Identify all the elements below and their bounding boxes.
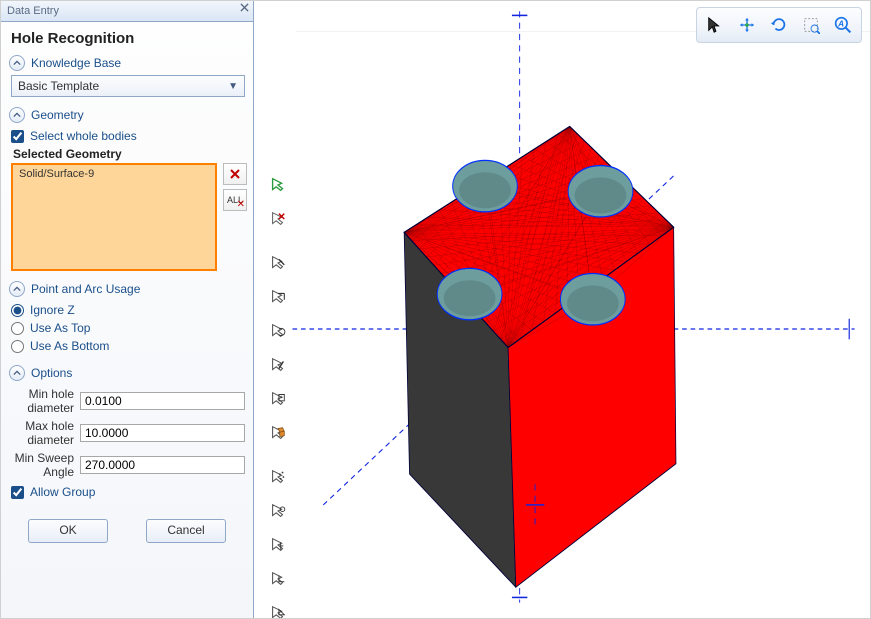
use-as-top-radio[interactable] <box>11 322 24 335</box>
max-hole-input[interactable] <box>80 424 245 442</box>
template-dropdown[interactable]: Basic Template ▼ <box>11 75 245 97</box>
use-as-bottom-radio[interactable] <box>11 340 24 353</box>
section-label: Point and Arc Usage <box>31 282 140 296</box>
section-knowledge-base: Knowledge Base Basic Template ▼ <box>9 53 245 101</box>
ignore-z-radio[interactable] <box>11 304 24 317</box>
ignore-z-label: Ignore Z <box>30 303 75 317</box>
min-sweep-input[interactable] <box>80 456 245 474</box>
min-hole-input[interactable] <box>80 392 245 410</box>
min-sweep-label: Min Sweep Angle <box>11 451 74 479</box>
max-hole-label: Max hole diameter <box>11 419 74 447</box>
geometry-item[interactable]: Solid/Surface-9 <box>17 167 211 181</box>
chevron-up-icon <box>9 365 25 381</box>
ok-button[interactable]: OK <box>28 519 108 543</box>
select-whole-bodies-checkbox[interactable] <box>11 130 24 143</box>
chevron-up-icon <box>9 55 25 71</box>
min-hole-label: Min hole diameter <box>11 387 74 415</box>
panel-header-title: Data Entry <box>7 5 59 17</box>
section-header-kb[interactable]: Knowledge Base <box>9 53 245 73</box>
use-as-bottom-label: Use As Bottom <box>30 339 109 353</box>
section-label: Options <box>31 366 72 380</box>
chevron-up-icon <box>9 107 25 123</box>
template-value: Basic Template <box>18 79 99 93</box>
section-label: Geometry <box>31 108 84 122</box>
selected-geometry-label: Selected Geometry <box>11 145 245 163</box>
section-label: Knowledge Base <box>31 56 121 70</box>
page-title: Hole Recognition <box>9 26 245 53</box>
close-icon[interactable] <box>240 3 249 15</box>
allow-group-label: Allow Group <box>30 485 95 499</box>
scene-3d <box>254 1 870 618</box>
section-geometry: Geometry Select whole bodies Selected Ge… <box>9 105 245 275</box>
panel-body: Hole Recognition Knowledge Base Basic Te… <box>1 22 253 618</box>
select-whole-bodies-label: Select whole bodies <box>30 129 137 143</box>
allow-group-checkbox[interactable] <box>11 486 24 499</box>
section-options: Options Min hole diameter Max hole diame… <box>9 363 245 505</box>
section-header-options[interactable]: Options <box>9 363 245 383</box>
chevron-down-icon: ▼ <box>228 81 238 92</box>
section-point-arc: Point and Arc Usage Ignore Z Use As Top … <box>9 279 245 359</box>
data-entry-panel: Data Entry Hole Recognition Knowledge Ba… <box>1 1 254 618</box>
use-as-top-label: Use As Top <box>30 321 90 335</box>
chevron-up-icon <box>9 281 25 297</box>
section-header-point-arc[interactable]: Point and Arc Usage <box>9 279 245 299</box>
selected-geometry-list[interactable]: Solid/Surface-9 <box>11 163 217 271</box>
delete-selection-button[interactable] <box>223 163 247 185</box>
clear-all-button[interactable]: ALL✕ <box>223 189 247 211</box>
cancel-button[interactable]: Cancel <box>146 519 226 543</box>
section-header-geometry[interactable]: Geometry <box>9 105 245 125</box>
panel-header[interactable]: Data Entry <box>1 1 253 22</box>
viewport-3d[interactable]: A <box>254 1 870 618</box>
